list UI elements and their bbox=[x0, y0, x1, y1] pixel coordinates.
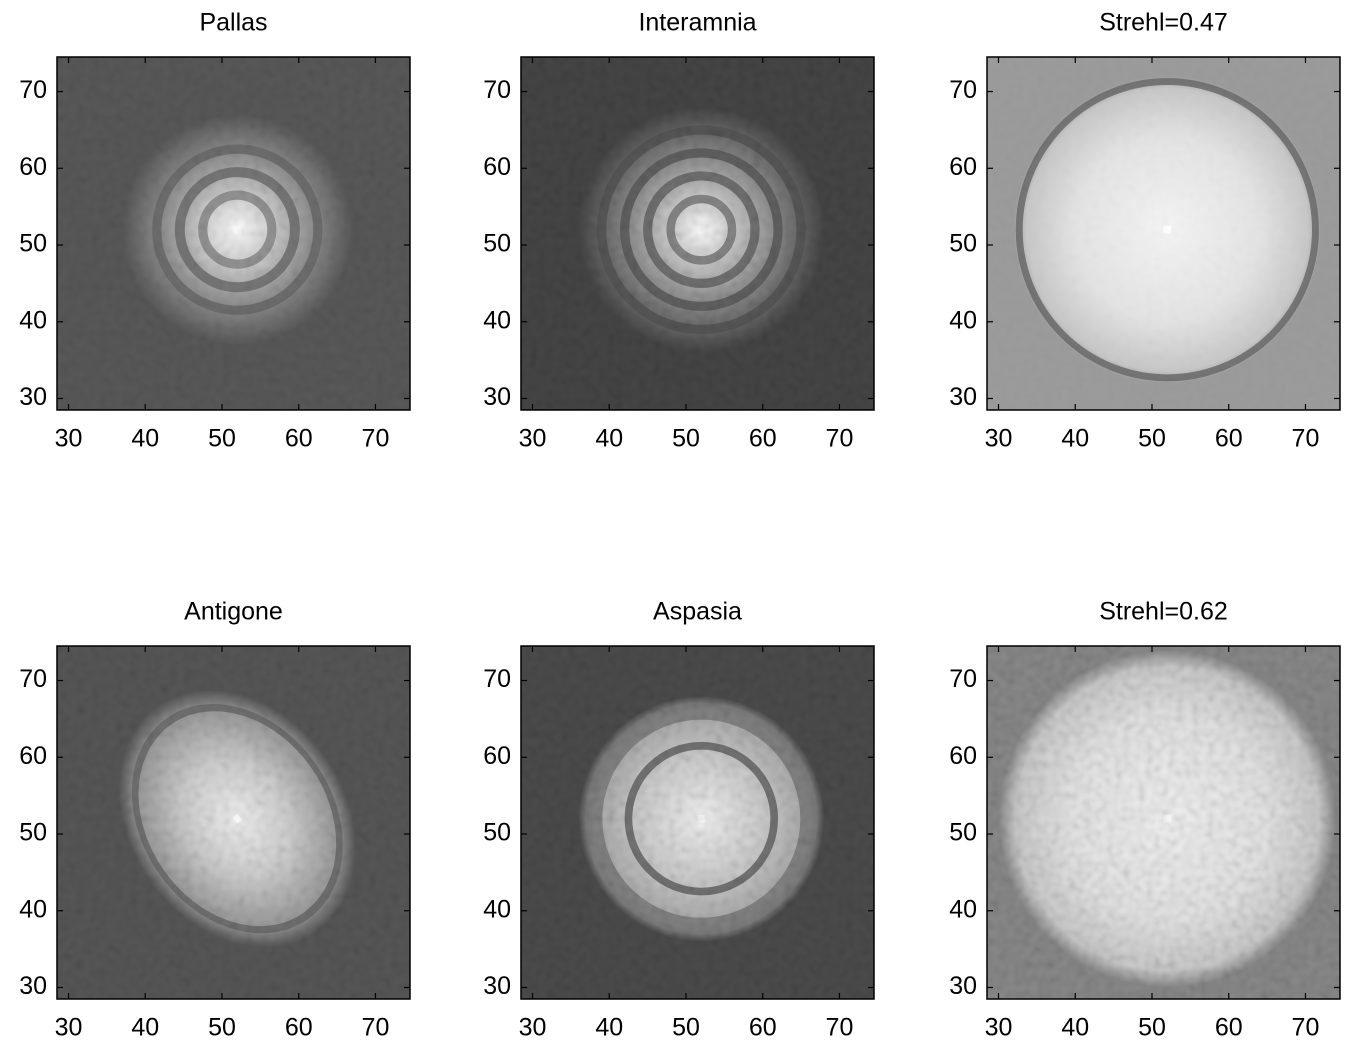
axes-frame bbox=[520, 645, 875, 1000]
panel: Aspasia 30 40 50 60 70 30 40 50 60 70 bbox=[483, 598, 875, 1042]
noise bbox=[521, 646, 874, 999]
noise bbox=[57, 646, 410, 999]
y-tick-label: 50 bbox=[949, 819, 977, 847]
x-tick-label: 40 bbox=[1061, 1014, 1089, 1042]
image bbox=[521, 57, 874, 410]
x-tick-label: 30 bbox=[519, 425, 547, 453]
y-tick-label: 70 bbox=[19, 76, 47, 104]
y-tick-label: 30 bbox=[19, 972, 47, 1000]
y-tick-label: 40 bbox=[19, 306, 47, 334]
noise bbox=[57, 57, 410, 410]
x-tick-label: 40 bbox=[595, 1014, 623, 1042]
x-tick-label: 50 bbox=[672, 1014, 700, 1042]
x-tick-label: 50 bbox=[208, 1014, 236, 1042]
y-tick-label: 70 bbox=[949, 76, 977, 104]
noise bbox=[521, 57, 874, 410]
x-tick-label: 70 bbox=[1292, 1014, 1320, 1042]
x-tick-label: 30 bbox=[55, 425, 83, 453]
panel-title: Strehl=0.62 bbox=[1099, 598, 1228, 626]
noise bbox=[987, 57, 1340, 410]
panel-title: Antigone bbox=[184, 598, 283, 626]
y-tick-label: 60 bbox=[949, 742, 977, 770]
image bbox=[987, 57, 1340, 410]
x-tick-label: 50 bbox=[672, 425, 700, 453]
image bbox=[987, 646, 1340, 999]
x-tick-label: 30 bbox=[985, 1014, 1013, 1042]
y-tick-label: 40 bbox=[483, 895, 511, 923]
panel: Interamnia 30 40 50 60 70 30 40 50 60 70 bbox=[483, 9, 875, 453]
panel: Strehl=0.62 30 40 50 60 70 30 40 50 60 70 bbox=[949, 598, 1341, 1042]
x-tick-label: 60 bbox=[749, 1014, 777, 1042]
x-tick-label: 30 bbox=[55, 1014, 83, 1042]
y-tick-label: 30 bbox=[483, 383, 511, 411]
y-tick-label: 40 bbox=[483, 306, 511, 334]
y-tick-label: 40 bbox=[19, 895, 47, 923]
x-tick-label: 40 bbox=[131, 425, 159, 453]
x-tick-label: 70 bbox=[362, 425, 390, 453]
x-tick-label: 50 bbox=[1138, 1014, 1166, 1042]
panel-title: Aspasia bbox=[653, 598, 742, 626]
y-tick-label: 60 bbox=[19, 742, 47, 770]
y-tick-label: 70 bbox=[949, 665, 977, 693]
y-tick-label: 70 bbox=[483, 665, 511, 693]
image bbox=[521, 646, 874, 999]
x-tick-label: 60 bbox=[285, 425, 313, 453]
y-tick-label: 40 bbox=[949, 895, 977, 923]
x-tick-label: 70 bbox=[826, 425, 854, 453]
y-tick-label: 60 bbox=[483, 153, 511, 181]
y-tick-label: 60 bbox=[19, 153, 47, 181]
panel: Antigone 30 40 50 60 70 30 40 50 60 70 bbox=[19, 598, 411, 1042]
y-tick-label: 60 bbox=[949, 153, 977, 181]
axes-frame bbox=[56, 645, 411, 1000]
x-tick-label: 70 bbox=[362, 1014, 390, 1042]
noise bbox=[987, 646, 1340, 999]
x-tick-label: 60 bbox=[749, 425, 777, 453]
x-tick-label: 50 bbox=[208, 425, 236, 453]
y-tick-label: 30 bbox=[19, 383, 47, 411]
x-tick-label: 40 bbox=[595, 425, 623, 453]
x-tick-label: 30 bbox=[985, 425, 1013, 453]
y-tick-label: 60 bbox=[483, 742, 511, 770]
x-tick-label: 60 bbox=[1215, 425, 1243, 453]
panel-title: Pallas bbox=[199, 9, 267, 37]
x-tick-label: 60 bbox=[285, 1014, 313, 1042]
x-tick-label: 30 bbox=[519, 1014, 547, 1042]
axes-frame bbox=[520, 56, 875, 411]
y-tick-label: 50 bbox=[483, 230, 511, 258]
x-tick-label: 60 bbox=[1215, 1014, 1243, 1042]
y-tick-label: 30 bbox=[949, 972, 977, 1000]
y-tick-label: 50 bbox=[483, 819, 511, 847]
y-tick-label: 30 bbox=[483, 972, 511, 1000]
image bbox=[57, 646, 410, 999]
x-tick-label: 40 bbox=[1061, 425, 1089, 453]
x-tick-label: 50 bbox=[1138, 425, 1166, 453]
axes-frame bbox=[986, 56, 1341, 411]
image bbox=[57, 57, 410, 410]
axes-frame bbox=[986, 645, 1341, 1000]
y-tick-label: 50 bbox=[949, 230, 977, 258]
x-tick-label: 70 bbox=[1292, 425, 1320, 453]
y-tick-label: 70 bbox=[483, 76, 511, 104]
x-tick-label: 40 bbox=[131, 1014, 159, 1042]
y-tick-label: 40 bbox=[949, 306, 977, 334]
axes-frame bbox=[56, 56, 411, 411]
x-tick-label: 70 bbox=[826, 1014, 854, 1042]
y-tick-label: 70 bbox=[19, 665, 47, 693]
panel: Strehl=0.47 30 40 50 60 70 30 40 50 60 70 bbox=[949, 9, 1341, 453]
y-tick-label: 50 bbox=[19, 230, 47, 258]
panel-title: Interamnia bbox=[638, 9, 756, 37]
y-tick-label: 50 bbox=[19, 819, 47, 847]
y-tick-label: 30 bbox=[949, 383, 977, 411]
panel-title: Strehl=0.47 bbox=[1099, 9, 1228, 37]
panel: Pallas 30 40 50 60 70 30 40 50 60 70 bbox=[19, 9, 411, 453]
